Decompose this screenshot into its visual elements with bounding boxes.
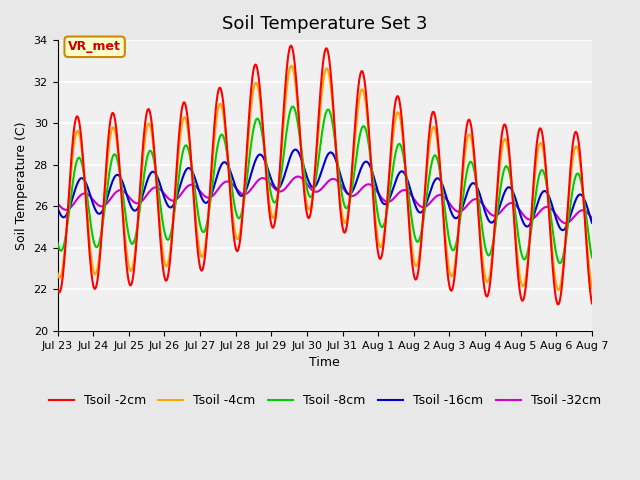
Tsoil -2cm bbox=[555, 301, 563, 307]
Tsoil -32cm bbox=[294, 174, 302, 180]
Tsoil -8cm bbox=[118, 186, 126, 192]
Tsoil -2cm bbox=[588, 300, 596, 306]
Tsoil -16cm bbox=[63, 211, 71, 216]
Tsoil -2cm bbox=[173, 168, 180, 174]
Tsoil -16cm bbox=[173, 195, 180, 201]
Line: Tsoil -8cm: Tsoil -8cm bbox=[58, 107, 592, 263]
Tsoil -4cm bbox=[54, 270, 61, 276]
Tsoil -32cm bbox=[63, 207, 71, 213]
Tsoil -4cm bbox=[406, 223, 413, 228]
Tsoil -16cm bbox=[588, 220, 596, 226]
Tsoil -2cm bbox=[390, 108, 398, 113]
Tsoil -2cm bbox=[54, 286, 61, 291]
Tsoil -2cm bbox=[406, 233, 413, 239]
Tsoil -32cm bbox=[201, 193, 209, 199]
Tsoil -4cm bbox=[588, 285, 596, 291]
Tsoil -16cm bbox=[54, 205, 61, 211]
Tsoil -2cm bbox=[201, 255, 209, 261]
Tsoil -16cm bbox=[390, 182, 398, 188]
Tsoil -2cm bbox=[287, 43, 295, 48]
Line: Tsoil -4cm: Tsoil -4cm bbox=[58, 66, 592, 290]
Line: Tsoil -2cm: Tsoil -2cm bbox=[58, 46, 592, 304]
Tsoil -16cm bbox=[201, 200, 209, 205]
Tsoil -8cm bbox=[54, 240, 61, 245]
Text: VR_met: VR_met bbox=[68, 40, 121, 53]
Tsoil -32cm bbox=[54, 201, 61, 206]
Tsoil -32cm bbox=[390, 195, 398, 201]
Y-axis label: Soil Temperature (C): Soil Temperature (C) bbox=[15, 121, 28, 250]
Tsoil -32cm bbox=[406, 191, 413, 196]
Tsoil -16cm bbox=[292, 147, 300, 153]
Tsoil -4cm bbox=[555, 287, 563, 293]
Tsoil -16cm bbox=[406, 185, 413, 191]
Tsoil -16cm bbox=[559, 228, 567, 233]
Tsoil -4cm bbox=[390, 124, 398, 130]
Tsoil -8cm bbox=[556, 260, 564, 266]
Tsoil -4cm bbox=[118, 199, 126, 204]
Line: Tsoil -16cm: Tsoil -16cm bbox=[58, 150, 592, 230]
Tsoil -8cm bbox=[63, 223, 71, 229]
Tsoil -8cm bbox=[173, 193, 180, 199]
Tsoil -16cm bbox=[118, 178, 126, 184]
Tsoil -2cm bbox=[63, 217, 71, 223]
Tsoil -32cm bbox=[173, 196, 180, 202]
Tsoil -4cm bbox=[63, 219, 71, 225]
Tsoil -8cm bbox=[390, 157, 398, 163]
Tsoil -32cm bbox=[562, 220, 570, 226]
Tsoil -8cm bbox=[289, 104, 297, 109]
Tsoil -4cm bbox=[173, 176, 180, 182]
Line: Tsoil -32cm: Tsoil -32cm bbox=[58, 177, 592, 223]
Tsoil -4cm bbox=[288, 63, 296, 69]
Tsoil -32cm bbox=[118, 188, 126, 193]
Tsoil -8cm bbox=[201, 228, 209, 234]
Tsoil -32cm bbox=[588, 216, 596, 221]
Tsoil -2cm bbox=[118, 204, 126, 210]
Tsoil -4cm bbox=[201, 246, 209, 252]
Tsoil -8cm bbox=[588, 254, 596, 260]
Tsoil -8cm bbox=[406, 202, 413, 207]
Legend: Tsoil -2cm, Tsoil -4cm, Tsoil -8cm, Tsoil -16cm, Tsoil -32cm: Tsoil -2cm, Tsoil -4cm, Tsoil -8cm, Tsoi… bbox=[44, 389, 606, 412]
Title: Soil Temperature Set 3: Soil Temperature Set 3 bbox=[222, 15, 428, 33]
X-axis label: Time: Time bbox=[309, 356, 340, 369]
